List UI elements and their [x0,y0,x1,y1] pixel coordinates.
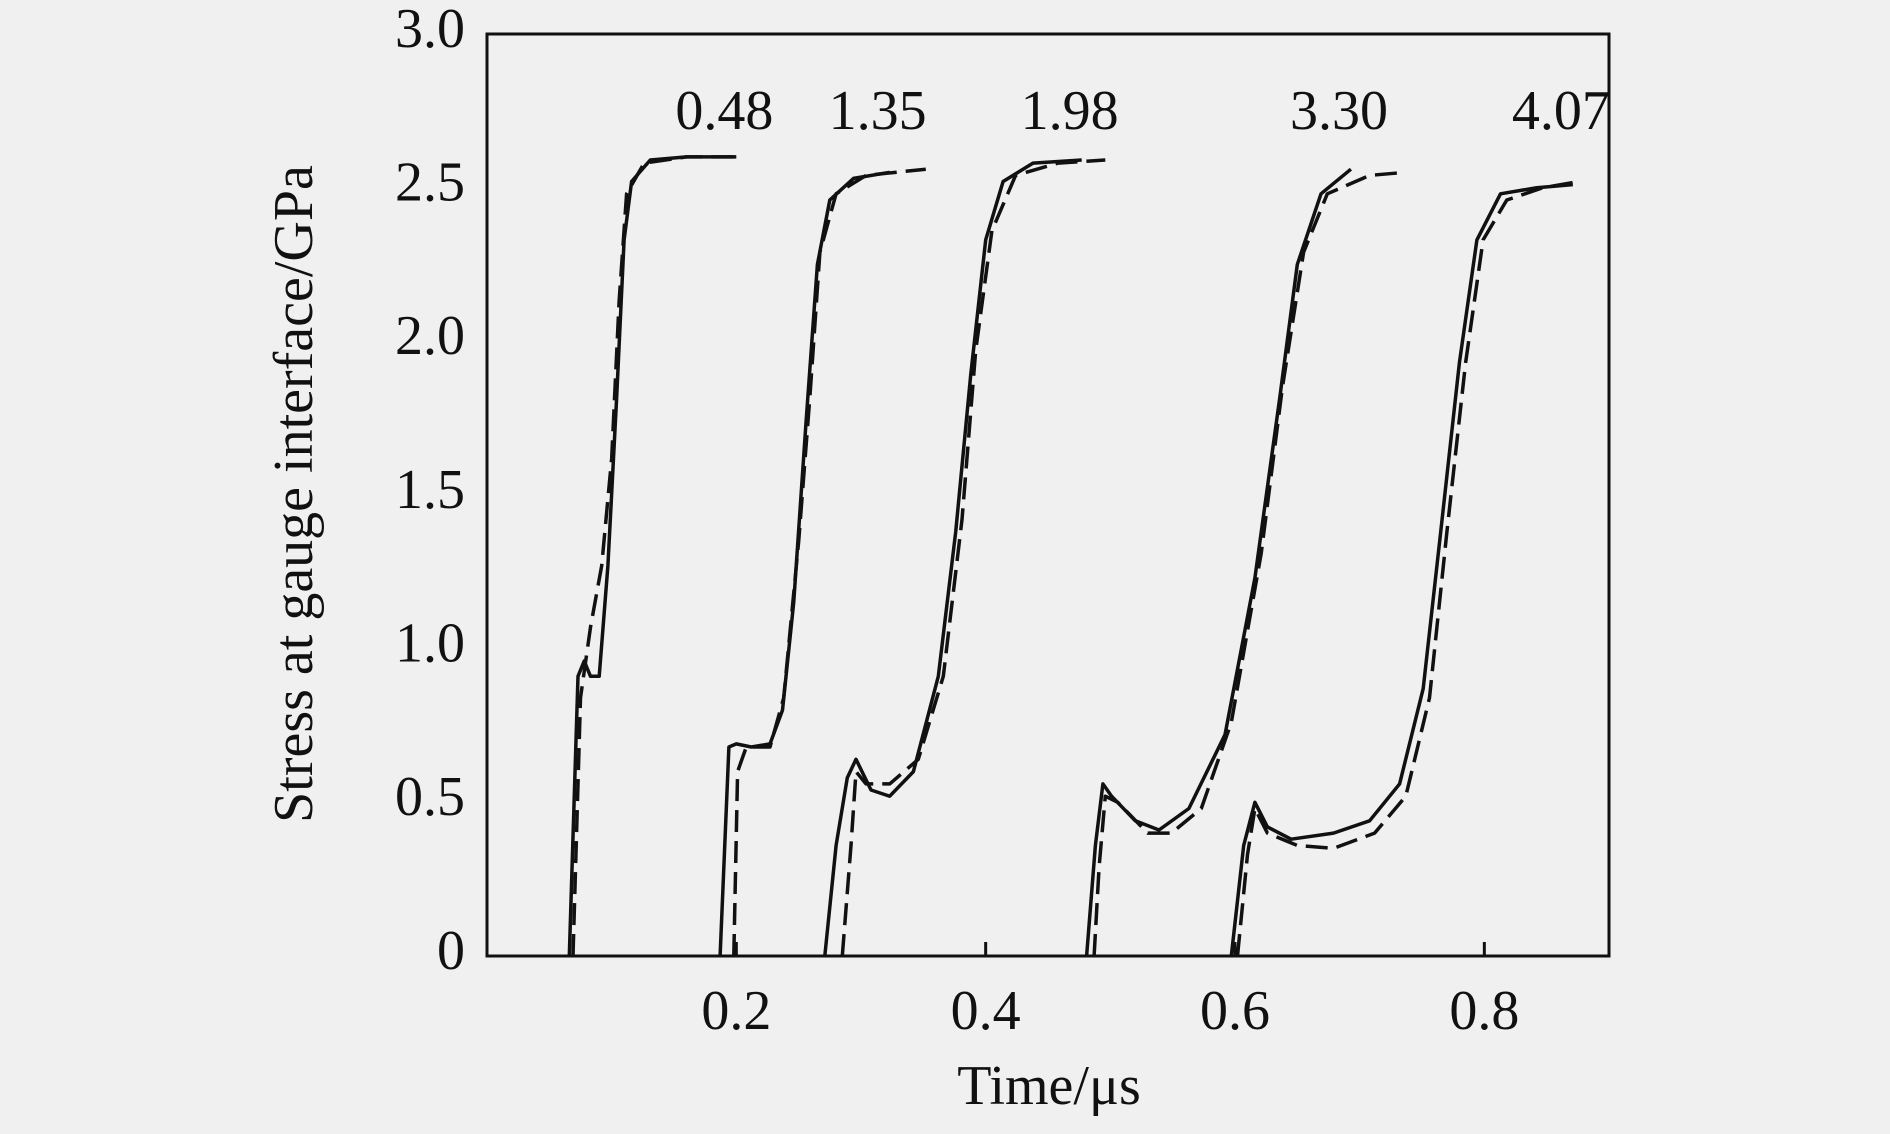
dashed-line [571,155,734,957]
dashed-line [1235,179,1580,957]
curve-label: 0.48 [675,80,773,142]
x-tick-label: 0.2 [701,980,771,1042]
plot-frame [485,32,1611,958]
solid-line [1229,182,1573,957]
x-axis-title: Time/μs [957,1055,1141,1117]
x-tick-label: 0.8 [1449,980,1519,1042]
x-tick-label: 0.6 [1200,980,1270,1042]
y-tick-label: 1.0 [395,613,465,675]
dashed-line [840,158,1106,957]
y-tick-label: 2.5 [395,152,465,214]
dashed-line [732,167,926,957]
y-tick-label: 0 [437,920,465,982]
x-tick-label: 0.4 [951,980,1021,1042]
y-tick-label: 2.0 [395,305,465,367]
curve-label: 4.07 [1512,80,1610,142]
curve-label: 1.98 [1021,80,1119,142]
y-tick-label: 0.5 [395,766,465,828]
curve-label: 1.35 [829,80,927,142]
solid-line [823,158,1082,957]
y-tick-label: 3.0 [395,0,465,60]
solid-line [567,155,737,957]
dashed-line [1092,170,1406,957]
y-tick-label: 1.5 [395,459,465,521]
solid-line [1084,167,1353,957]
curve-label: 3.30 [1290,80,1388,142]
y-axis-title: Stress at gauge interface/GPa [263,165,325,823]
